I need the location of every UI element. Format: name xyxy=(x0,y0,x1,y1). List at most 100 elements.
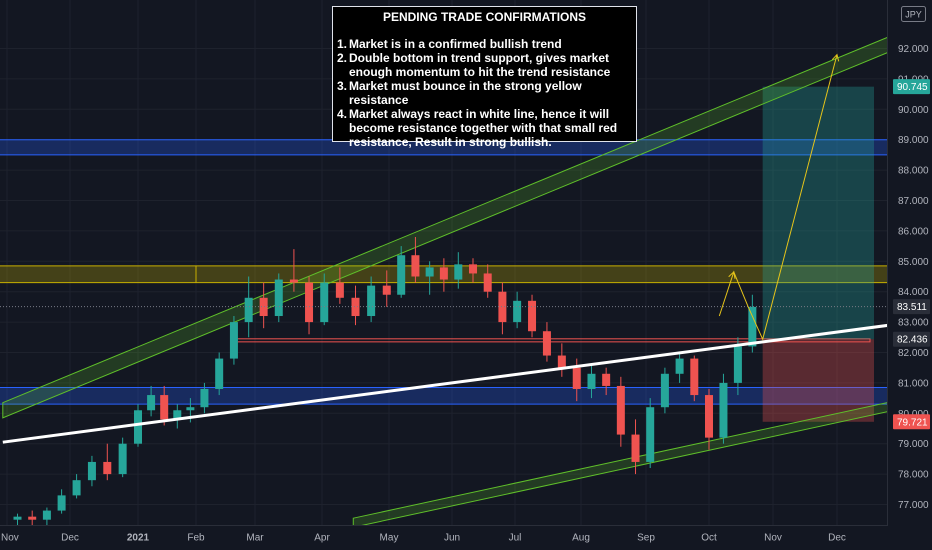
price-tick-label: 90.000 xyxy=(898,105,929,116)
candle-body xyxy=(259,297,268,317)
candle-body xyxy=(320,282,329,323)
candle-body xyxy=(572,367,581,389)
candle-bearish xyxy=(705,388,713,450)
candle-body xyxy=(147,395,156,411)
candle-body xyxy=(513,300,522,323)
candle-body xyxy=(483,273,492,292)
candle-bullish xyxy=(587,364,596,399)
candle-bullish xyxy=(454,252,463,289)
candle-bullish xyxy=(215,352,224,396)
time-tick-label: Jun xyxy=(444,533,460,544)
note-list: 1. Market is in a confirmed bullish trend… xyxy=(333,37,636,149)
time-tick-label: Oct xyxy=(701,533,717,544)
candle-bearish xyxy=(289,249,298,292)
candle-body xyxy=(411,255,420,277)
candle-body xyxy=(160,395,169,420)
price-label-box xyxy=(893,79,930,95)
candle-body xyxy=(646,407,655,462)
candle-body xyxy=(103,461,112,475)
candle-body xyxy=(733,346,742,383)
candle-bearish xyxy=(498,282,507,335)
candle-bearish xyxy=(690,355,699,402)
price-label-text: 90.745 xyxy=(897,82,928,93)
projection-line[interactable] xyxy=(718,54,838,341)
candle-bullish xyxy=(646,398,655,469)
candle-body xyxy=(134,410,142,444)
price-tick-label: 88.000 xyxy=(898,166,929,177)
long-position-tool[interactable] xyxy=(762,86,874,422)
candle-body xyxy=(173,410,182,420)
position-target-area[interactable] xyxy=(762,86,874,340)
position-stop-area[interactable] xyxy=(762,339,874,422)
blue-zone-lower[interactable] xyxy=(0,387,888,405)
note-title: PENDING TRADE CONFIRMATIONS xyxy=(382,10,587,24)
candle-body xyxy=(244,297,253,323)
candle-body xyxy=(631,434,640,462)
candle-bearish xyxy=(351,285,360,326)
candle-body xyxy=(587,373,596,389)
trade-notes-box[interactable]: PENDING TRADE CONFIRMATIONS 1. Market is … xyxy=(332,6,637,149)
price-label-text: 79.721 xyxy=(897,417,928,428)
price-labels: 90.745 83.511 82.436 79.721 xyxy=(893,79,930,430)
candle-bullish xyxy=(42,507,51,526)
price-label-box xyxy=(893,331,930,347)
time-tick-label: Apr xyxy=(314,533,330,544)
projection-path[interactable] xyxy=(718,53,840,341)
candle-bullish xyxy=(118,437,127,478)
price-tick-label: 77.000 xyxy=(898,500,929,511)
candle-body xyxy=(186,407,195,411)
candle-body xyxy=(616,385,625,435)
trend-lines[interactable] xyxy=(0,306,902,444)
note-number: 1. xyxy=(337,37,348,51)
time-tick-label: Sep xyxy=(637,533,655,544)
projection-arrowhead-first xyxy=(728,270,736,279)
note-item: 2. Double bottom in trend support, gives … xyxy=(337,51,630,79)
candle-bearish xyxy=(411,236,420,283)
time-axis: Nov Dec 2021 Feb Mar Apr May Jun Jul Aug Sep Oct Nov… xyxy=(1,533,846,544)
candle-bearish xyxy=(160,385,169,426)
price-tick-label: 84.000 xyxy=(898,287,929,298)
candle-body xyxy=(118,443,127,475)
candle-bullish xyxy=(425,261,434,295)
price-label-box xyxy=(893,414,930,430)
candle-body xyxy=(425,267,434,277)
candle-bearish xyxy=(616,376,625,447)
note-text: Market must bounce in the strong yellow … xyxy=(349,79,582,107)
note-item: 4. Market always react in white line, hen… xyxy=(337,107,630,149)
candle-body xyxy=(498,291,507,323)
candle-body xyxy=(675,358,684,374)
time-tick-label: Jul xyxy=(509,533,522,544)
note-number: 2. xyxy=(337,51,348,65)
candle-body xyxy=(351,297,360,317)
price-label-box xyxy=(893,299,930,315)
time-axis-panel[interactable] xyxy=(0,525,888,550)
time-tick-label: Nov xyxy=(764,533,782,544)
candle-bearish xyxy=(335,267,344,304)
candle-body xyxy=(274,279,283,317)
price-label: 83.511 xyxy=(893,299,930,315)
price-tick-label: 83.000 xyxy=(898,318,929,329)
candle-body xyxy=(542,331,551,356)
price-label-text: 82.436 xyxy=(897,335,928,346)
candle-body xyxy=(57,495,66,511)
price-tick-label: 81.000 xyxy=(898,378,929,389)
candle-body xyxy=(557,355,566,368)
time-tick-label: Mar xyxy=(246,533,264,544)
candle-bullish xyxy=(660,367,669,414)
candle-bearish xyxy=(382,270,391,307)
candle-bearish xyxy=(483,264,492,298)
candle-bearish xyxy=(528,294,537,338)
currency-badge[interactable]: JPY xyxy=(901,6,926,22)
candle-bullish xyxy=(397,246,406,298)
candle-body xyxy=(229,322,238,359)
candle-body xyxy=(748,306,757,347)
candle-bullish xyxy=(274,273,283,323)
note-number: 3. xyxy=(337,79,348,93)
white-trend-line[interactable] xyxy=(2,322,902,444)
candle-body xyxy=(289,279,298,283)
time-tick-label: Feb xyxy=(187,533,205,544)
candle-bullish xyxy=(675,352,684,383)
price-label: 90.745 xyxy=(893,79,930,95)
currency-label: JPY xyxy=(905,10,922,20)
candle-bullish xyxy=(244,276,253,338)
